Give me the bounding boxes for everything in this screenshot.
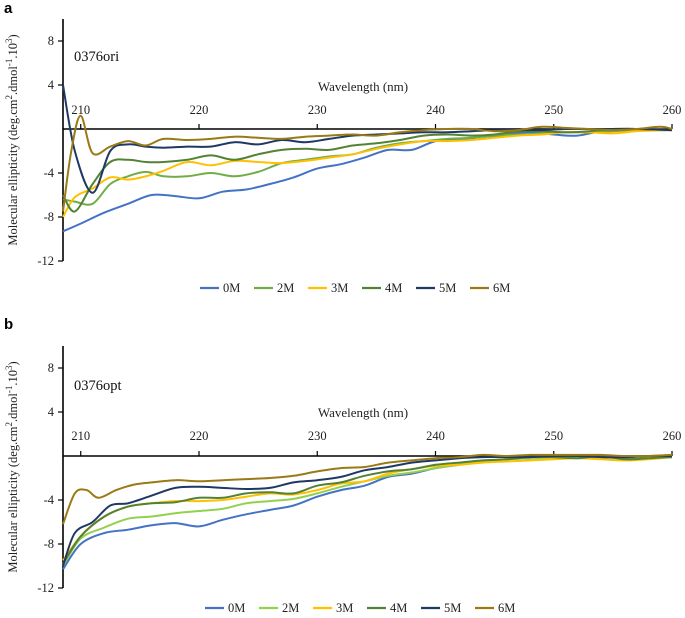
legend-label-0M: 0M xyxy=(223,281,240,295)
legend-label-2M: 2M xyxy=(277,281,294,295)
sample-label: 0376ori xyxy=(74,49,119,65)
series-line-0M xyxy=(62,455,673,570)
panel-label: b xyxy=(4,316,13,333)
series-line-6M xyxy=(62,453,673,525)
legend-label-5M: 5M xyxy=(444,601,461,615)
legend-label-4M: 4M xyxy=(390,601,407,615)
x-tick-label: 210 xyxy=(71,103,90,117)
y-tick-label: -8 xyxy=(44,537,54,551)
y-tick-label: 8 xyxy=(48,361,54,375)
series-line-4M xyxy=(62,127,673,213)
y-axis-title: Molecular ellipticity (deg.cm2.dmol-1.10… xyxy=(4,34,20,245)
y-tick-label: -4 xyxy=(44,166,55,180)
x-axis-title: Wavelength (nm) xyxy=(318,79,408,94)
y-tick-label: 4 xyxy=(48,405,55,419)
x-axis-title: Wavelength (nm) xyxy=(318,405,408,420)
chart-panel-a: a 8 4 -4 -8 -12 Molecular ellipticity (deg.cm2… xyxy=(4,0,681,295)
x-tick-label: 210 xyxy=(71,429,90,443)
legend-label-4M: 4M xyxy=(385,281,402,295)
series-line-3M xyxy=(62,129,673,218)
x-tick-label: 230 xyxy=(308,429,327,443)
series-line-2M xyxy=(62,456,672,567)
x-tick-label: 220 xyxy=(190,429,209,443)
x-tick-label: 260 xyxy=(663,103,682,117)
chart-panel-b: b 8 4 -4 -8 -12 Molecular ellipticity (deg.cm2… xyxy=(4,316,681,615)
series-line-0M xyxy=(62,129,672,233)
legend-label-3M: 3M xyxy=(336,601,353,615)
legend: 0M 2M 3M 4M 5M 6M xyxy=(200,281,510,295)
x-tick-label: 240 xyxy=(426,103,445,117)
x-tick-label: 250 xyxy=(544,103,563,117)
y-tick-label: 8 xyxy=(48,34,54,48)
x-tick-label: 250 xyxy=(544,429,563,443)
series-line-5M xyxy=(62,454,673,567)
x-tick-label: 230 xyxy=(308,103,327,117)
series-line-5M xyxy=(62,84,673,194)
series-line-6M xyxy=(62,114,673,212)
legend: 0M 2M 3M 4M 5M 6M xyxy=(205,601,515,615)
series-line-4M xyxy=(62,454,673,565)
sample-label: 0376opt xyxy=(74,378,122,394)
y-tick-label: -4 xyxy=(44,493,55,507)
y-tick-label: -8 xyxy=(44,210,54,224)
x-tick-label: 240 xyxy=(426,429,445,443)
y-tick-label: -12 xyxy=(37,254,54,268)
legend-label-6M: 6M xyxy=(493,281,510,295)
y-tick-label: 4 xyxy=(48,78,55,92)
legend-label-2M: 2M xyxy=(282,601,299,615)
legend-label-0M: 0M xyxy=(228,601,245,615)
x-tick-label: 220 xyxy=(190,103,209,117)
legend-label-3M: 3M xyxy=(331,281,348,295)
series-line-3M xyxy=(62,456,673,562)
legend-label-5M: 5M xyxy=(439,281,456,295)
y-tick-label: -12 xyxy=(37,581,54,595)
x-tick-label: 260 xyxy=(663,429,682,443)
panel-label: a xyxy=(4,0,13,17)
legend-label-6M: 6M xyxy=(498,601,515,615)
y-axis-title: Molecular ellipticity (deg.cm2.dmol-1.10… xyxy=(4,361,20,572)
